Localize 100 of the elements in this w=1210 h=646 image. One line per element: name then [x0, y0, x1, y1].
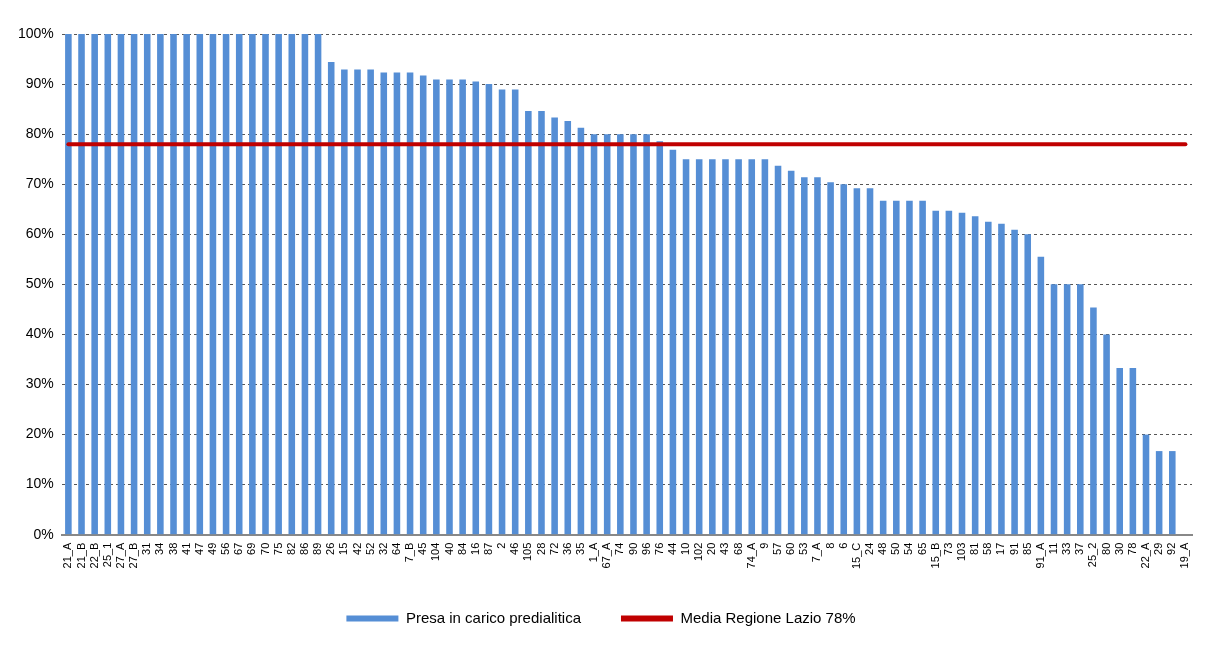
bar: [669, 149, 677, 535]
bar: [1142, 434, 1150, 535]
bar: [735, 159, 742, 535]
bar: [682, 159, 690, 535]
bar: [419, 75, 427, 535]
x-tick-label: 105: [521, 542, 534, 562]
bar: [511, 89, 519, 535]
x-tick-label: 2: [495, 542, 508, 549]
x-tick-label: 45: [416, 542, 429, 555]
x-tick-label: 81: [968, 542, 981, 555]
x-tick-label: 48: [876, 542, 889, 555]
bar: [709, 159, 716, 535]
x-tick-label: 10: [679, 542, 692, 555]
legend-label: Presa in carico predialitica: [405, 608, 582, 626]
x-tick-label: 1_A: [587, 542, 600, 563]
x-tick-label: 30: [1112, 542, 1125, 555]
x-tick-label: 80: [1099, 542, 1112, 555]
bar: [787, 170, 795, 535]
bar: [1129, 367, 1137, 535]
bar: [157, 34, 164, 535]
bar: [1090, 307, 1097, 535]
bar: [196, 34, 204, 535]
bar: [866, 188, 874, 535]
x-tick-label: 86: [297, 542, 310, 555]
x-tick-label: 91_A: [1033, 542, 1046, 569]
bar: [341, 69, 348, 535]
y-tick-label: 70%: [25, 175, 54, 192]
bar: [235, 34, 243, 535]
bar: [774, 165, 782, 535]
y-tick-label: 0%: [33, 525, 54, 542]
x-tick-label: 32: [376, 542, 389, 555]
bar: [577, 127, 585, 535]
x-tick-label: 67_A: [600, 542, 613, 569]
x-tick-label: 33: [1060, 542, 1073, 555]
x-tick-label: 84: [455, 542, 468, 555]
bar: [446, 79, 453, 535]
bar: [1155, 451, 1163, 535]
x-tick-label: 78: [1125, 542, 1138, 555]
bar: [472, 81, 480, 535]
bar: [998, 223, 1005, 535]
x-tick-label: 70: [258, 542, 271, 555]
y-tick-label: 60%: [25, 225, 54, 242]
bar: [104, 34, 112, 535]
x-tick-label: 89: [311, 542, 324, 555]
x-tick-label: 25_2: [1086, 542, 1099, 568]
x-tick-label: 102: [692, 542, 705, 562]
x-tick-label: 9: [757, 542, 770, 549]
bar: [958, 212, 966, 535]
bar: [1063, 284, 1071, 535]
x-tick-label: 50: [889, 542, 902, 555]
bar: [1037, 256, 1045, 535]
x-tick-label: 68: [731, 542, 744, 555]
x-tick-label: 15: [337, 542, 350, 555]
bar: [853, 188, 861, 535]
x-tick-label: 52: [363, 542, 376, 555]
x-tick-label: 25_1: [100, 542, 113, 568]
bar: [1169, 451, 1176, 535]
x-tick-label: 76: [652, 542, 665, 555]
bar: [1024, 234, 1032, 535]
x-tick-label: 15_B: [928, 542, 941, 569]
x-tick-label: 22_B: [87, 542, 100, 569]
x-tick-label: 35: [573, 542, 586, 555]
bar: [249, 34, 256, 535]
bar: [275, 34, 282, 535]
x-tick-label: 22_A: [1139, 542, 1152, 569]
x-tick-label: 21_B: [74, 542, 87, 569]
x-tick-label: 75: [271, 542, 284, 555]
bar: [590, 134, 598, 535]
bar: [170, 34, 177, 535]
x-tick-label: 24: [863, 542, 876, 555]
x-tick-label: 91: [1007, 542, 1020, 555]
x-tick-label: 73: [941, 542, 954, 555]
x-tick-label: 69: [245, 542, 258, 555]
bar: [143, 34, 151, 535]
bar: [971, 216, 979, 535]
y-tick-label: 80%: [25, 125, 54, 141]
x-tick-label: 104: [429, 542, 442, 562]
bar: [222, 34, 230, 535]
bar: [827, 182, 834, 535]
x-tick-label: 36: [560, 542, 573, 555]
legend-label: Media Regione Lazio 78%: [680, 608, 856, 626]
x-tick-label: 54: [902, 542, 915, 555]
x-tick-label: 43: [718, 542, 731, 555]
x-tick-label: 31: [140, 542, 153, 555]
x-tick-label: 65: [915, 542, 928, 555]
bar: [919, 200, 926, 535]
bar: [840, 184, 848, 535]
bar: [801, 177, 808, 535]
bar: [985, 221, 992, 535]
x-tick-label: 82: [284, 542, 297, 555]
x-tick-label: 17: [994, 542, 1007, 555]
x-tick-label: 96: [639, 542, 652, 555]
bar: [183, 34, 190, 535]
y-tick-label: 20%: [25, 425, 54, 442]
x-tick-label: 7_B: [403, 542, 416, 563]
bar: [117, 34, 125, 535]
x-tick-label: 56: [219, 542, 232, 555]
bar: [380, 72, 388, 535]
bar: [932, 210, 940, 535]
x-tick-label: 60: [784, 542, 797, 555]
